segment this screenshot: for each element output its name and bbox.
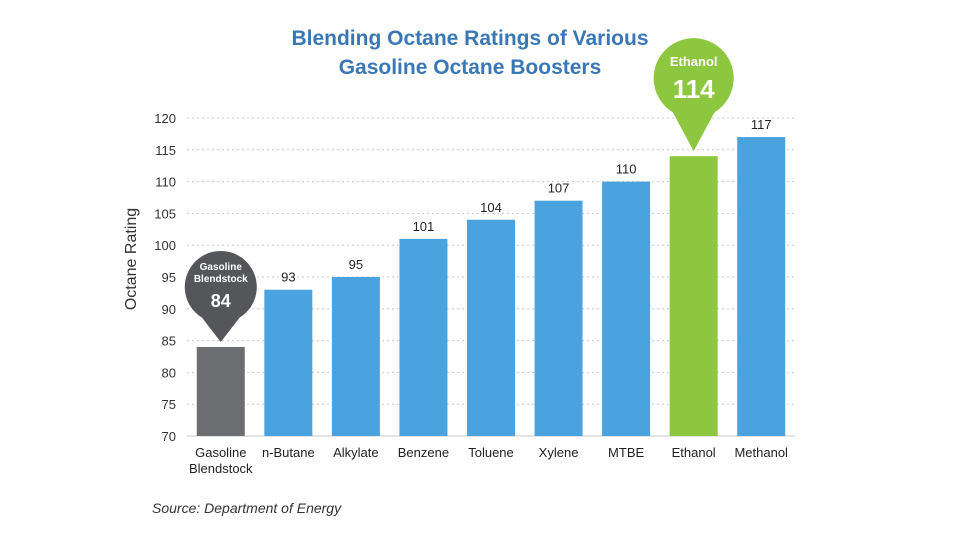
bar	[534, 200, 583, 436]
source-note: Source: Department of Energy	[152, 500, 342, 516]
x-category-label: Blendstock	[189, 461, 253, 476]
x-category-label: MTBE	[608, 445, 644, 460]
x-category-label: Gasoline	[195, 445, 246, 460]
y-tick-label: 100	[154, 238, 176, 253]
bar-value-label: 93	[281, 270, 295, 285]
callout-label: Blendstock	[194, 274, 248, 285]
y-tick-label: 70	[162, 429, 176, 444]
bar	[467, 219, 515, 436]
y-tick-label: 115	[155, 143, 176, 158]
y-tick-label: 75	[162, 397, 176, 412]
bar-value-label: 117	[751, 117, 772, 132]
bar-value-label: 95	[349, 257, 363, 272]
y-axis-ticks: 70 75 80 85 90 95 100 105 110 115 120	[154, 111, 176, 444]
x-category-label: Xylene	[539, 445, 579, 460]
callout-value: 114	[673, 74, 715, 104]
x-category-label: Benzene	[398, 445, 449, 460]
x-category-label: Ethanol	[672, 445, 716, 460]
x-category-label: Alkylate	[333, 445, 379, 460]
chart-title-line-1: Blending Octane Ratings of Various	[291, 27, 649, 50]
bar-value-label: 101	[413, 219, 435, 234]
callout-balloon	[653, 38, 734, 152]
bar	[737, 137, 786, 436]
bar-value-label: 104	[480, 200, 502, 215]
bar	[602, 181, 651, 436]
y-tick-label: 105	[154, 206, 176, 221]
value-labels: 93 95 101 104 107 110 117	[281, 117, 771, 285]
bar	[399, 238, 448, 436]
bar	[196, 346, 245, 436]
bar-value-label: 107	[548, 181, 570, 196]
bar	[264, 289, 313, 436]
bar	[669, 156, 718, 436]
x-category-label: n-Butane	[262, 445, 315, 460]
callout-label: Ethanol	[670, 54, 718, 69]
y-tick-label: 110	[155, 175, 176, 190]
bars	[196, 137, 786, 436]
y-tick-label: 95	[162, 270, 176, 285]
bar	[331, 277, 380, 436]
callout-label: Gasoline	[200, 262, 243, 273]
chart-title: Blending Octane Ratings of Various Gasol…	[260, 24, 680, 82]
y-tick-label: 80	[162, 365, 176, 380]
chart-title-line-2: Gasoline Octane Boosters	[338, 56, 602, 79]
x-category-label: Methanol	[734, 445, 788, 460]
y-axis-label: Octane Rating	[123, 208, 140, 310]
callout-balloon	[184, 250, 257, 342]
y-tick-label: 90	[162, 302, 176, 317]
callout-value: 84	[211, 291, 231, 311]
y-tick-label: 120	[154, 111, 176, 126]
callout: Ethanol 114	[653, 38, 734, 152]
bar-value-label: 110	[616, 162, 637, 177]
x-category-label: Toluene	[468, 445, 514, 460]
y-tick-label: 85	[162, 334, 176, 349]
